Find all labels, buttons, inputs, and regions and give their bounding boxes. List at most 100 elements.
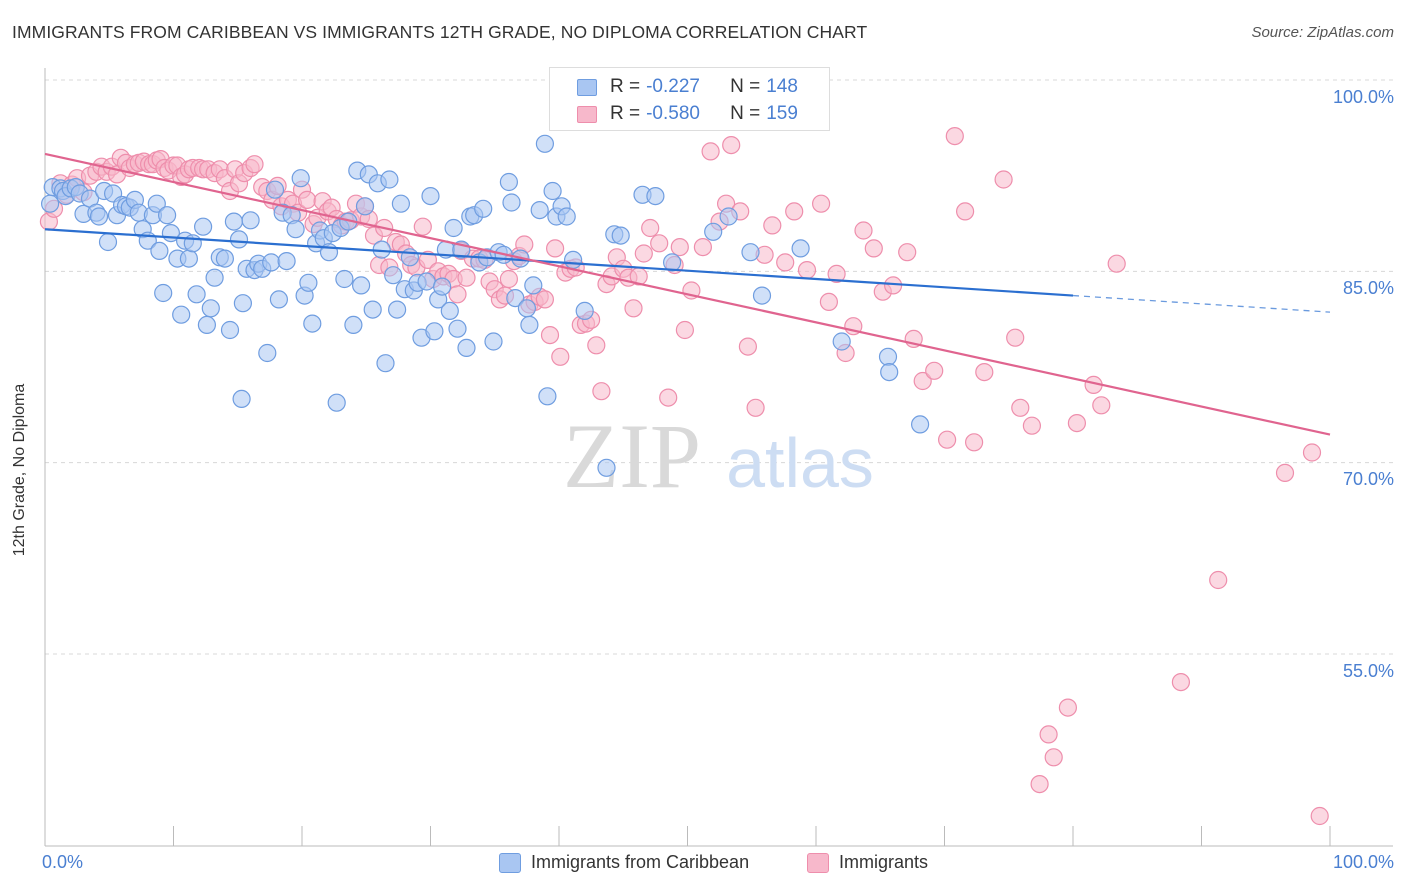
data-point-immigrants [1310,806,1329,826]
data-point-caribbean [457,338,476,357]
data-point-immigrants [448,285,467,304]
trendline-caribbean-extension [1072,294,1331,313]
y-tick-70: 70.0% [1342,469,1394,489]
legend-swatch-blue [577,78,597,96]
data-point-caribbean [440,301,459,320]
data-point-immigrants [245,155,264,174]
legend-item-immigrants[interactable]: Immigrants [807,852,928,873]
data-point-caribbean [355,197,375,216]
trendlines [44,152,1331,436]
data-point-immigrants [1011,398,1030,417]
data-point-caribbean [380,170,399,189]
data-point-caribbean [880,363,899,382]
data-point-immigrants [776,253,795,272]
data-point-caribbean [158,206,177,225]
data-point-caribbean [388,300,407,319]
legend-swatch-blue [499,852,521,873]
data-point-caribbean [241,211,260,230]
data-point-immigrants [898,243,917,262]
data-point-caribbean [517,299,537,318]
data-point-caribbean [89,207,109,226]
data-point-immigrants [670,238,689,257]
data-point-caribbean [224,212,243,231]
legend-item-caribbean[interactable]: Immigrants from Caribbean [499,852,749,873]
data-point-caribbean [40,194,60,213]
legend-r-value: -0.580 [646,103,700,124]
trendline-caribbean [44,228,1074,297]
data-point-immigrants [1058,698,1078,717]
data-point-caribbean [474,199,493,218]
data-point-caribbean [179,249,198,268]
x-tick-0: 0.0% [42,852,84,872]
data-point-immigrants [545,239,565,258]
watermark: ZIP atlas [563,405,874,507]
data-point-immigrants [1006,328,1025,347]
legend-label-immigrants: Immigrants [839,852,929,872]
legend-swatch-pink [807,852,829,873]
data-point-caribbean [878,347,898,366]
data-point-caribbean [752,286,772,305]
legend-swatch-pink [577,105,597,123]
data-point-immigrants [634,244,653,263]
data-point-caribbean [502,193,521,212]
data-point-immigrants [650,234,669,253]
y-tick-55: 55.0% [1342,661,1394,681]
data-point-immigrants [413,217,432,236]
data-point-immigrants [722,136,741,155]
data-point-immigrants [994,170,1013,189]
data-point-caribbean [535,134,555,153]
data-point-caribbean [597,458,616,477]
legend-r-label: R = [610,76,641,97]
data-point-immigrants [551,347,570,366]
data-point-caribbean [291,169,310,188]
y-tick-85: 85.0% [1342,278,1394,298]
data-point-immigrants [819,292,839,311]
data-point-caribbean [327,393,346,412]
data-point-immigrants [854,221,873,240]
data-point-immigrants [1092,396,1111,415]
data-point-immigrants [1171,672,1191,692]
data-point-caribbean [433,277,452,296]
data-point-caribbean [506,289,525,308]
data-point-immigrants [945,127,964,146]
correlation-legend: R = -0.227 N = 148 R = -0.580 N = 159 [549,67,830,131]
data-point-immigrants [864,239,883,258]
data-point-immigrants [964,433,984,452]
data-point-caribbean [384,266,403,285]
data-point-caribbean [563,250,583,269]
data-point-caribbean [344,315,363,334]
data-point-caribbean [265,180,285,199]
data-point-caribbean [499,172,518,192]
legend-row-immigrants: R = -0.580 N = 159 [550,101,798,127]
data-point-immigrants [738,337,758,356]
watermark-zip: ZIP [563,405,701,507]
data-point-caribbean [719,207,738,226]
data-point-caribbean [363,300,382,319]
y-tick-100: 100.0% [1332,87,1394,107]
data-point-immigrants [675,320,695,340]
data-point-immigrants [641,218,660,238]
data-point-caribbean [484,332,503,351]
data-point-immigrants [955,202,975,221]
data-point-caribbean [233,294,252,313]
data-point-caribbean [258,343,277,363]
data-point-caribbean [194,217,213,236]
data-point-immigrants [785,202,804,221]
data-point-immigrants [418,250,437,269]
data-point-caribbean [154,283,173,303]
data-point-caribbean [611,226,630,245]
axes-lines [44,68,1393,847]
series-legend: Immigrants from Caribbean Immigrants [0,852,1406,878]
data-point-caribbean [391,194,410,213]
data-point-caribbean [201,299,220,318]
data-point-caribbean [262,253,281,272]
data-point-caribbean [791,239,810,258]
data-point-immigrants [913,371,932,391]
legend-n-label: N = [730,103,761,124]
data-point-caribbean [543,181,562,201]
data-point-immigrants [298,190,317,209]
data-point-caribbean [277,252,296,271]
data-point-immigrants [763,216,782,235]
watermark-atlas: atlas [726,424,874,502]
